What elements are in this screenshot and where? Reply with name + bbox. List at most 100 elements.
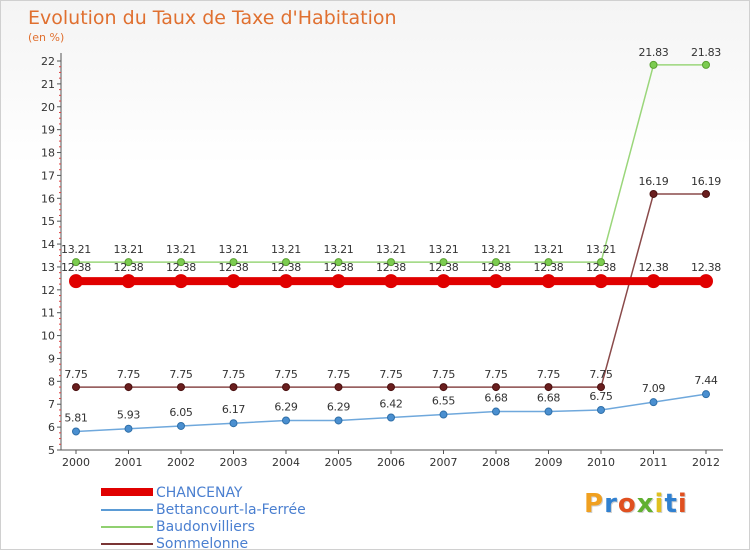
y-minor-tick xyxy=(59,375,61,377)
data-label-chancenay: 12.38 xyxy=(271,261,301,274)
data-label-baudonvilliers: 13.21 xyxy=(481,243,511,256)
data-point-bettancourt-la-ferr-e xyxy=(282,416,290,425)
y-tick-label: 11 xyxy=(41,307,55,320)
data-point-bettancourt-la-ferr-e xyxy=(597,405,605,414)
y-minor-tick xyxy=(59,66,61,68)
y-tick-label: 17 xyxy=(41,169,55,182)
data-point-sommelonne xyxy=(702,189,710,198)
data-label-chancenay: 12.38 xyxy=(639,261,669,274)
data-label-bettancourt-la-ferr-e: 5.81 xyxy=(64,411,87,424)
legend-swatch-sommelonne xyxy=(101,543,153,545)
y-minor-tick xyxy=(59,255,61,256)
data-label-bettancourt-la-ferr-e: 6.42 xyxy=(379,398,402,411)
data-label-sommelonne: 7.75 xyxy=(537,368,561,381)
y-minor-tick xyxy=(59,192,61,194)
data-label-sommelonne: 7.75 xyxy=(274,368,298,381)
data-point-bettancourt-la-ferr-e xyxy=(124,424,133,433)
data-label-bettancourt-la-ferr-e: 6.17 xyxy=(222,403,246,416)
data-point-baudonvilliers xyxy=(387,258,395,267)
data-point-chancenay xyxy=(331,274,346,289)
data-point-baudonvilliers xyxy=(72,258,80,267)
data-label-baudonvilliers: 13.21 xyxy=(586,243,616,256)
data-label-chancenay: 12.38 xyxy=(114,261,144,274)
x-tick-label: 2007 xyxy=(430,456,458,469)
y-tick-label: 10 xyxy=(41,330,55,343)
logo-letter: t xyxy=(664,489,678,519)
data-point-sommelonne xyxy=(597,383,605,392)
x-tick-label: 2006 xyxy=(377,456,405,469)
data-label-baudonvilliers: 13.21 xyxy=(324,243,354,256)
y-minor-tick xyxy=(59,295,61,297)
data-label-sommelonne: 7.75 xyxy=(589,368,613,381)
y-minor-tick xyxy=(59,157,61,159)
chart-title: Evolution du Taux de Taxe d'Habitation xyxy=(28,7,397,29)
data-label-baudonvilliers: 13.21 xyxy=(219,243,249,256)
data-point-sommelonne xyxy=(177,383,185,392)
y-minor-tick xyxy=(59,100,61,102)
data-label-sommelonne: 7.75 xyxy=(432,368,456,381)
data-point-sommelonne xyxy=(229,383,238,392)
data-point-bettancourt-la-ferr-e xyxy=(334,416,343,425)
data-label-bettancourt-la-ferr-e: 6.05 xyxy=(169,406,193,419)
data-label-bettancourt-la-ferr-e: 7.09 xyxy=(642,382,666,395)
data-point-bettancourt-la-ferr-e xyxy=(702,390,710,399)
y-minor-tick xyxy=(59,169,61,171)
y-tick-label: 18 xyxy=(41,147,55,160)
data-point-bettancourt-la-ferr-e xyxy=(492,407,500,416)
data-label-chancenay: 12.38 xyxy=(166,261,196,274)
data-label-sommelonne: 7.75 xyxy=(169,368,193,381)
y-minor-tick xyxy=(59,89,61,91)
y-minor-tick xyxy=(59,352,61,354)
data-point-chancenay xyxy=(646,274,661,289)
data-point-chancenay xyxy=(541,274,556,289)
y-minor-tick xyxy=(59,386,61,388)
legend-swatch-chancenay xyxy=(101,488,153,496)
y-tick-label: 6 xyxy=(48,421,55,434)
y-minor-tick xyxy=(59,346,61,348)
y-minor-tick xyxy=(59,398,61,400)
data-point-bettancourt-la-ferr-e xyxy=(177,421,185,430)
legend-swatch-baudonvilliers xyxy=(101,526,153,528)
x-tick-label: 2004 xyxy=(272,456,300,469)
y-tick-label: 5 xyxy=(48,444,55,457)
data-point-baudonvilliers xyxy=(124,258,133,267)
y-tick-label: 9 xyxy=(48,352,55,365)
data-point-sommelonne xyxy=(72,383,80,392)
data-point-bettancourt-la-ferr-e xyxy=(387,413,395,422)
y-minor-tick xyxy=(59,283,61,285)
data-label-chancenay: 12.38 xyxy=(376,261,406,274)
y-minor-tick xyxy=(59,317,61,319)
y-minor-tick xyxy=(59,340,61,342)
data-label-sommelonne: 16.19 xyxy=(639,175,669,188)
data-point-chancenay xyxy=(384,274,398,289)
data-point-sommelonne xyxy=(124,383,133,392)
data-label-bettancourt-la-ferr-e: 6.75 xyxy=(589,390,613,403)
data-label-chancenay: 12.38 xyxy=(219,261,249,274)
data-label-bettancourt-la-ferr-e: 7.44 xyxy=(694,374,718,387)
y-minor-tick xyxy=(59,203,61,205)
y-tick-label: 7 xyxy=(48,398,55,411)
data-point-sommelonne xyxy=(492,383,500,392)
y-minor-tick xyxy=(59,146,61,148)
y-minor-tick xyxy=(59,420,61,422)
y-minor-tick xyxy=(59,277,61,279)
data-label-chancenay: 12.38 xyxy=(324,261,354,274)
y-tick-label: 16 xyxy=(41,192,55,205)
logo-letter: o xyxy=(617,489,637,519)
logo-letter: i xyxy=(654,489,665,519)
data-point-chancenay xyxy=(69,274,83,289)
data-label-baudonvilliers: 13.21 xyxy=(376,243,406,256)
logo-letter: P xyxy=(584,489,605,519)
y-tick-label: 15 xyxy=(41,215,55,228)
data-point-baudonvilliers xyxy=(334,258,343,267)
y-minor-tick xyxy=(59,134,61,136)
y-minor-tick xyxy=(59,94,61,96)
x-tick-label: 2010 xyxy=(587,456,615,469)
unit-label: (en %) xyxy=(28,31,65,44)
data-labels: 5.81 5.93 6.05 6.17 6.29 6.29 6.42 6.55 6.68 6.68… xyxy=(61,46,722,425)
logo-letter: x xyxy=(636,489,655,519)
y-minor-tick xyxy=(59,323,61,325)
data-point-sommelonne xyxy=(387,383,395,392)
y-tick-label: 12 xyxy=(41,284,55,297)
